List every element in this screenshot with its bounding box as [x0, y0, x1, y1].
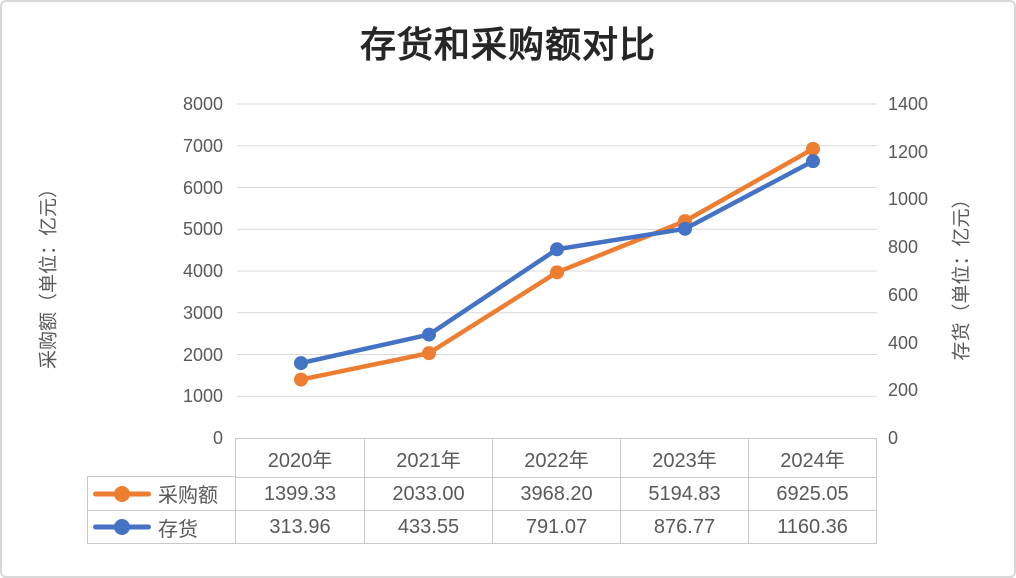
purchase-marker [806, 141, 820, 156]
legend-item-purchase: 采购额 [88, 477, 235, 510]
legend-item-inventory: 存货 [88, 510, 235, 543]
purchase-marker [294, 372, 308, 387]
inventory-value-cell: 313.96 [236, 510, 364, 543]
inventory-marker [550, 242, 564, 257]
left-axis-tick: 8000 [182, 94, 223, 114]
inventory-value-cell: 791.07 [492, 510, 620, 543]
left-axis-tick: 7000 [182, 135, 223, 156]
purchase-value-cell: 3968.20 [492, 477, 620, 510]
inventory-legend-key-icon [93, 518, 151, 536]
chart-title: 存货和采购额对比 [359, 25, 656, 65]
inventory-value-cell: 433.55 [364, 510, 492, 543]
year-header-cell: 2022年 [492, 439, 620, 477]
right-axis-tick: 1400 [888, 94, 929, 114]
right-axis-tick: 800 [888, 237, 919, 258]
purchase-key-dot [114, 485, 130, 502]
inventory-value-cell: 876.77 [620, 510, 748, 543]
left-axis-tick: 0 [212, 428, 223, 448]
purchase-value-cell: 2033.00 [364, 477, 492, 510]
left-axis-tick: 5000 [182, 219, 223, 240]
chart-data-table: 2020年 2021年 2022年 2023年 2024年 1399.33 2033.00 3… [235, 438, 877, 544]
inventory-key-dot [114, 519, 130, 535]
purchase-legend-key-icon [93, 485, 151, 503]
inventory-marker [422, 327, 436, 342]
year-header-cell: 2023年 [620, 439, 748, 477]
right-axis-tick: 1000 [888, 189, 929, 210]
purchase-marker [422, 346, 436, 361]
series-name-label: 采购额 [158, 485, 218, 507]
series-name-label: 存货 [158, 518, 198, 541]
left-axis-tick: 3000 [182, 302, 223, 323]
chart-legend: 采购额 存货 [87, 476, 235, 544]
right-axis-tick: 200 [888, 380, 919, 401]
right-axis-tick: 600 [888, 284, 919, 305]
year-header-cell: 2021年 [364, 439, 492, 477]
inventory-marker [806, 154, 820, 169]
right-axis-tick: 0 [888, 428, 899, 448]
left-axis-tick: 1000 [182, 386, 223, 407]
purchase-marker [550, 265, 564, 280]
inventory-marker [294, 356, 308, 371]
right-axis-tick: 400 [888, 332, 919, 353]
left-axis-tick: 4000 [182, 261, 223, 281]
purchase-value-cell: 5194.83 [620, 477, 748, 510]
purchase-value-cell: 6925.05 [748, 477, 876, 510]
right-axis-tick: 1200 [888, 141, 929, 162]
left-axis-tick: 6000 [182, 177, 223, 198]
inventory-value-cell: 1160.36 [748, 510, 876, 543]
year-header-cell: 2020年 [267, 449, 333, 472]
inventory-marker [678, 221, 692, 236]
left-axis-tick: 2000 [182, 344, 223, 365]
year-header-cell: 2024年 [748, 439, 876, 477]
purchase-value-cell: 1399.33 [236, 477, 364, 510]
